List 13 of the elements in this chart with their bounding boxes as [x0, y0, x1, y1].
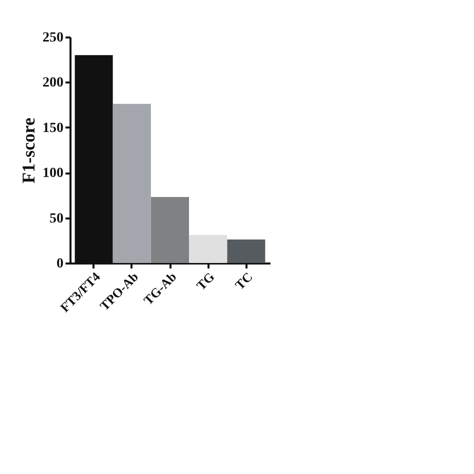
- y-tick-label: 250: [42, 30, 64, 46]
- x-tick-label: TG: [193, 269, 218, 293]
- y-tick-label: 100: [42, 166, 64, 182]
- bar: [227, 239, 266, 263]
- y-axis-title: F1-score: [18, 118, 38, 184]
- y-tick-label: 200: [42, 76, 64, 91]
- y-tick-label: 0: [56, 256, 64, 272]
- y-tick-label: 50: [50, 211, 64, 226]
- bar: [189, 234, 228, 263]
- y-tick-label: 150: [42, 120, 64, 136]
- bar: [112, 104, 151, 263]
- bar: [151, 197, 189, 263]
- x-tick-label: TC: [232, 269, 256, 292]
